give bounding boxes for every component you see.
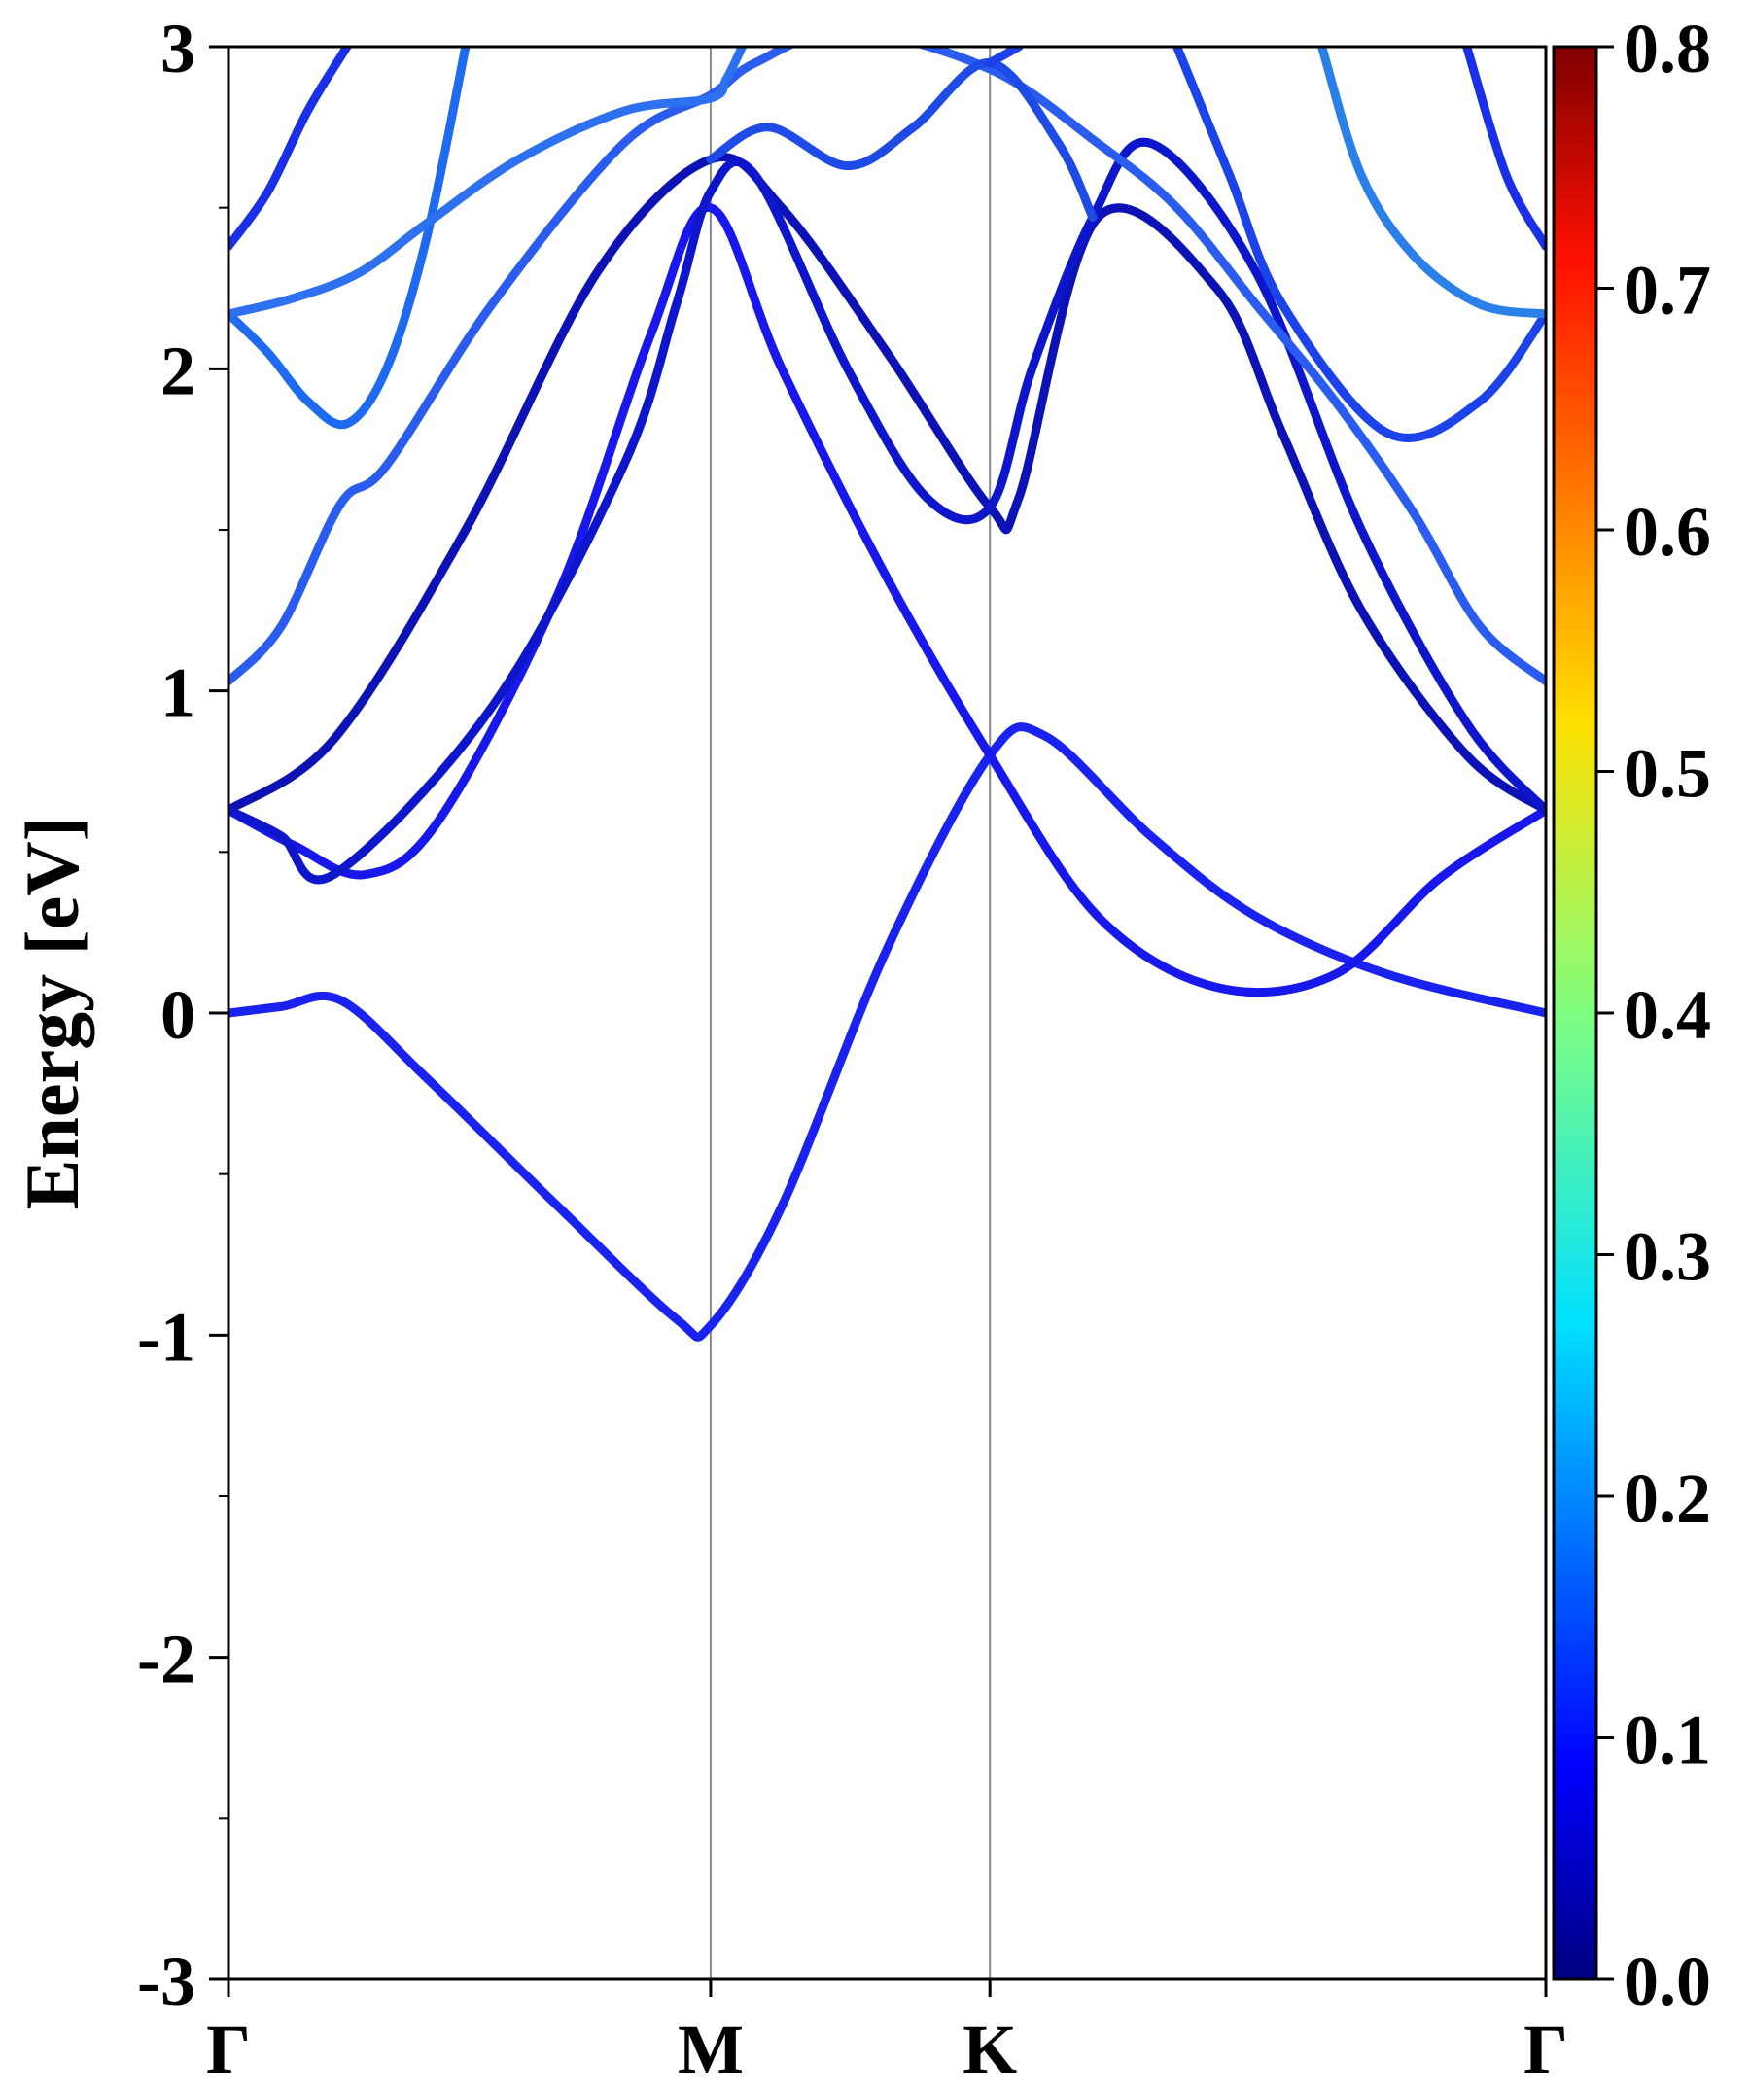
band-line [1317,47,1546,319]
colorbar-ticks: 0.8 0.7 0.6 0.5 0.4 0.3 0.2 0.1 0.0 [1596,10,1711,2020]
band-line [228,47,352,251]
band-line [1462,47,1546,251]
x-tick-label: Γ [206,2011,251,2088]
colorbar-tick-label: 0.8 [1624,10,1711,88]
colorbar-tick-label: 0.7 [1624,252,1711,330]
band-line [706,58,1098,223]
band-line [228,47,747,319]
y-tick-label: 1 [160,654,195,732]
x-tick-label: M [678,2011,744,2088]
plot-frame [227,45,1548,1981]
band-line [228,203,1546,998]
x-tick-label: Γ [1523,2011,1568,2088]
colorbar-tick-label: 0.0 [1624,1942,1711,2020]
colorbar-tick-label: 0.2 [1624,1459,1711,1537]
colorbar-tick-label: 0.6 [1624,493,1711,571]
y-tick-label: -1 [137,1298,195,1376]
y-tick-label: 2 [160,332,195,409]
kpoint-divider-lines [709,47,992,1979]
y-tick-label: 0 [160,976,195,1054]
band-line [228,722,1546,1342]
x-tick-label: K [962,2011,1017,2088]
y-tick-label: 3 [160,10,195,88]
band-line [985,47,1024,68]
y-axis-ticks: 3 2 1 0 -1 -2 -3 [137,10,228,2020]
colorbar [1552,45,1598,1981]
band-line [228,137,1546,885]
colorbar-tick-label: 0.3 [1624,1218,1711,1296]
colorbar-tick-label: 0.5 [1624,735,1711,813]
y-axis-title: Energy [eV] [10,816,94,1209]
band-line [228,47,471,430]
band-lines [228,47,1546,1342]
band-line [228,47,1546,686]
colorbar-tick-label: 0.1 [1624,1701,1711,1779]
y-tick-label: -2 [137,1621,195,1698]
band-line [1172,47,1546,442]
colorbar-tick-label: 0.4 [1624,976,1711,1054]
y-tick-label: -3 [137,1942,195,2020]
